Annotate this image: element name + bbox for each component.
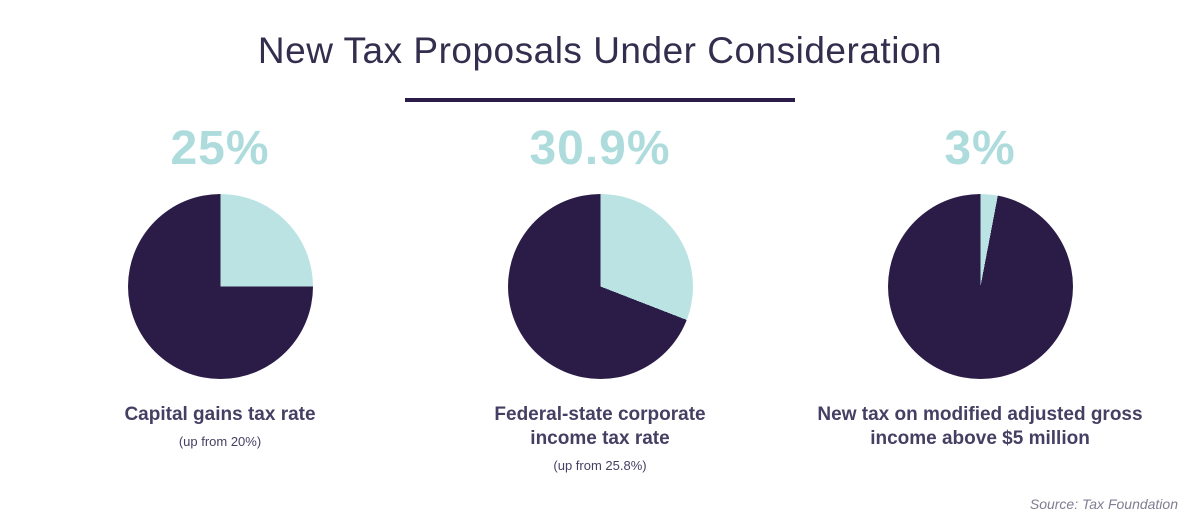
chart-sublabel: (up from 20%)	[178, 433, 262, 449]
chart-column-modified-gross-income: 3% New tax on modified adjusted gross in…	[790, 120, 1170, 474]
page-title: New Tax Proposals Under Consideration	[257, 30, 943, 71]
source-note: Source: Tax Foundation	[1029, 496, 1178, 512]
pie-chart-capital-gains	[127, 194, 313, 379]
charts-row: 25% Capital gains tax rate (up from 20%)…	[0, 120, 1200, 474]
chart-column-corporate-income: 30.9% Federal-state corporate income tax…	[410, 120, 790, 474]
chart-sublabel: (up from 25.8%)	[553, 457, 647, 473]
title-divider	[405, 98, 795, 102]
chart-label: New tax on modified adjusted gross incom…	[817, 404, 1143, 449]
chart-label: Federal-state corporate income tax rate	[494, 404, 706, 449]
percent-value: 25%	[170, 122, 270, 175]
chart-column-capital-gains: 25% Capital gains tax rate (up from 20%)	[30, 120, 410, 474]
pie-chart-corporate-income	[507, 194, 693, 379]
pie-chart-modified-gross-income	[887, 194, 1073, 379]
percent-value: 3%	[944, 122, 1016, 175]
chart-label: Capital gains tax rate	[124, 404, 316, 425]
percent-value: 30.9%	[529, 122, 671, 175]
